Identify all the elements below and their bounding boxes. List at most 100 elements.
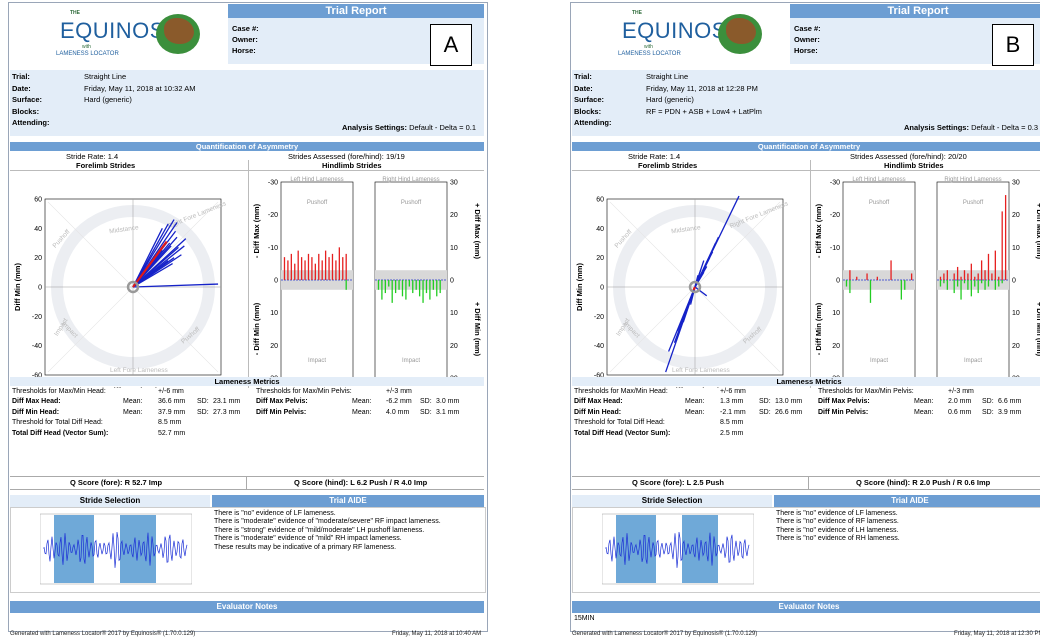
- diff-min-bar: [946, 280, 948, 290]
- diff-max-bar: [300, 257, 303, 280]
- report-title: Trial Report: [790, 4, 1040, 18]
- trial-info: Trial: Straight Line Date: Friday, May 11, …: [10, 70, 484, 136]
- hind-y-label: - Diff Max (mm): [814, 203, 823, 258]
- panel-letter: A: [430, 24, 472, 66]
- forelimb-title: Forelimb Strides: [76, 161, 136, 170]
- metric-sd-label: SD:: [420, 398, 432, 406]
- metric-mean-label: Mean:: [123, 408, 143, 416]
- diff-min-bar: [422, 280, 424, 303]
- y-tick-label: 10: [1012, 245, 1020, 252]
- y-tick-label: 10: [832, 310, 840, 317]
- diff-max-bar: [297, 250, 299, 280]
- y-tick-label: -40: [594, 343, 604, 350]
- report-title: Trial Report: [228, 4, 484, 18]
- strides-assessed: Strides Assessed (fore/hind): 19/19: [288, 152, 405, 161]
- diff-max-bar: [314, 263, 316, 280]
- ring-label: Midstance: [671, 224, 702, 235]
- diff-min-bar: [994, 280, 996, 290]
- metric-sd-value: 3.0 mm: [436, 398, 460, 406]
- diff-max-bar: [991, 273, 993, 280]
- metric-label: Thresholds for Max/Min Pelvis:: [256, 388, 352, 395]
- metric-value: +/-6 mm: [720, 388, 746, 395]
- diff-min-bar: [418, 280, 421, 297]
- quantification-header: Quantification of Asymmetry: [572, 142, 1040, 151]
- diff-min-bar: [377, 280, 380, 290]
- diff-max-bar: [324, 250, 327, 280]
- metric-value: +/-6 mm: [158, 388, 184, 395]
- metric-value: 2.5 mm: [720, 429, 744, 437]
- stride-rate-label: Stride Rate:: [628, 152, 668, 161]
- metric-label: Diff Max Pelvis:: [818, 398, 870, 406]
- aide-line: There is "no" evidence of LH lameness.: [776, 526, 899, 534]
- info-value: Hard (generic): [84, 95, 132, 104]
- trial-info: Trial: Straight Line Date: Friday, May 11, …: [572, 70, 1040, 136]
- q-fore-value: L 2.5 Push: [686, 478, 724, 487]
- aide-line: There is "no" evidence of LF lameness.: [776, 510, 898, 517]
- case-label: Case #:: [232, 24, 259, 33]
- forelimb-title: Forelimb Strides: [638, 161, 698, 170]
- metric-mean-label: Mean:: [123, 398, 143, 406]
- stride-vector: [132, 260, 169, 288]
- diff-min-bar: [974, 280, 976, 287]
- y-tick-label: -20: [32, 314, 42, 321]
- hind-y-label: + Diff Min (mm): [1035, 302, 1040, 357]
- divider: [246, 477, 247, 489]
- metric-label: Diff Max Head:: [12, 398, 61, 406]
- stride-selection-signal: [40, 513, 192, 585]
- info-label: Trial:: [12, 72, 30, 81]
- y-tick-label: 10: [270, 310, 278, 317]
- diff-max-bar: [866, 273, 868, 280]
- y-tick-label: 30: [450, 180, 458, 187]
- diff-max-bar: [290, 253, 292, 280]
- diff-max-bar: [939, 276, 942, 280]
- diff-min-bar: [436, 280, 438, 297]
- q-hind-label: Q Score (hind):: [856, 478, 911, 487]
- y-tick-label: 20: [832, 343, 840, 350]
- polar-y-label: Diff Min (mm): [13, 263, 22, 311]
- diff-max-bar: [345, 253, 347, 280]
- metric-value: 37.9 mm: [158, 408, 186, 416]
- hind-y-label: - Diff Min (mm): [814, 302, 823, 355]
- info-label: Trial:: [574, 72, 592, 81]
- impact-label: Impact: [964, 358, 982, 364]
- q-score-bar: Q Score (fore): L 2.5 Push Q Score (hind)…: [572, 476, 1040, 490]
- aide-line: There is "moderate" evidence of "moderat…: [214, 518, 441, 526]
- quantification-header: Quantification of Asymmetry: [10, 142, 484, 151]
- info-value: RF = PDN + ASB + Low4 + LatPlm: [646, 106, 762, 116]
- y-tick-label: 0: [600, 285, 604, 292]
- ring-label: Right Fore Lameness: [729, 200, 790, 230]
- stride-selection-header: Stride Selection: [572, 495, 772, 507]
- stride-rate-value: 1.4: [107, 152, 119, 161]
- report-frame: [570, 2, 1040, 632]
- metrics-header: Lameness Metrics: [10, 377, 484, 386]
- y-tick-label: 40: [34, 226, 42, 233]
- strides-value: 19/19: [385, 152, 405, 161]
- divider: [572, 170, 1040, 171]
- y-tick-label: -10: [268, 245, 278, 252]
- trial-aide-header: Trial AIDE: [212, 495, 484, 507]
- y-tick-label: -40: [32, 343, 42, 350]
- diff-max-bar: [980, 260, 983, 280]
- y-tick-label: -20: [594, 314, 604, 321]
- metric-label: Total Diff Head (Vector Sum):: [12, 429, 109, 437]
- diff-max-bar: [946, 270, 948, 280]
- strides-value: 20/20: [947, 152, 967, 161]
- polar-x-label: Diff Max (mm): [108, 386, 158, 388]
- metric-label: Diff Max Pelvis:: [256, 398, 308, 406]
- diff-min-bar: [953, 280, 955, 294]
- case-box: Case #: Owner: Horse: B: [790, 18, 1040, 66]
- y-tick-label: 0: [38, 285, 42, 292]
- footer-timestamp: Friday, May 11, 2018 at 12:30 PM: [954, 631, 1040, 637]
- diff-max-bar: [994, 250, 996, 280]
- metric-value: 2.0 mm: [948, 398, 972, 406]
- diff-max-bar: [311, 257, 313, 280]
- origin-marker: [126, 280, 140, 294]
- y-tick-label: 60: [34, 197, 42, 204]
- y-tick-label: 40: [596, 226, 604, 233]
- diff-max-bar: [856, 276, 858, 280]
- diff-min-bar: [849, 280, 851, 294]
- hind-y-label: + Diff Max (mm): [1035, 203, 1040, 260]
- info-label: Blocks:: [12, 106, 40, 116]
